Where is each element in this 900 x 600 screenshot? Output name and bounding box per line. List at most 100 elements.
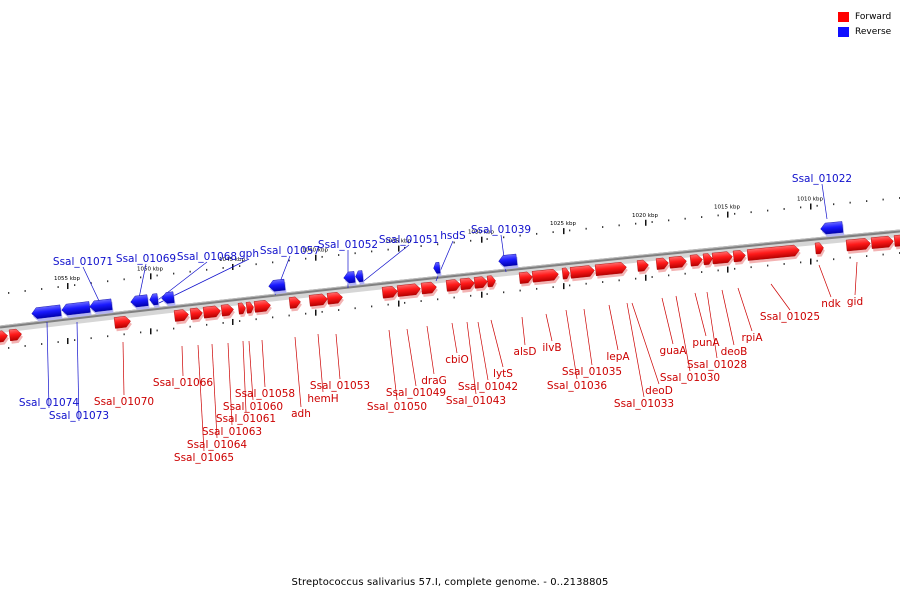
gene-forward-3 [113, 316, 132, 332]
gene-leader-line [261, 339, 266, 388]
gene-forward-37 [893, 234, 900, 250]
major-tick-top [563, 228, 565, 235]
gene-forward-2-arrow [8, 328, 22, 342]
major-tick-bottom [315, 309, 317, 316]
gene-reverse-9 [355, 270, 365, 285]
minor-tick-top [222, 267, 224, 269]
gene-forward-27 [655, 257, 670, 273]
minor-tick-top [503, 236, 505, 239]
gene-forward-33 [746, 244, 801, 264]
gene-forward-24 [569, 265, 596, 282]
minor-tick-bottom [107, 335, 109, 338]
minor-tick-top [41, 288, 43, 290]
minor-tick-bottom [8, 347, 10, 349]
tick-label: 1025 kbp [550, 221, 576, 227]
minor-tick-top [882, 198, 884, 201]
gene-reverse-8 [343, 271, 357, 286]
gene-leader-line [46, 321, 50, 409]
gene-label: Ssal_01063 [202, 426, 262, 438]
minor-tick-top [8, 292, 10, 294]
gene-label: punA [692, 337, 720, 349]
gene-reverse-9-arrow [355, 270, 364, 283]
gene-leader-line [294, 336, 302, 408]
minor-tick-bottom [767, 264, 769, 267]
minor-tick-bottom [668, 274, 670, 277]
minor-tick-bottom [371, 305, 373, 308]
gene-label: guaA [660, 345, 688, 357]
gene-label: ndk [821, 298, 841, 310]
minor-tick-top [453, 241, 455, 244]
major-tick-bottom [727, 266, 729, 273]
minor-tick-top [750, 211, 752, 214]
minor-tick-bottom [486, 293, 488, 295]
gene-label: hsdS [440, 230, 466, 242]
minor-tick-top [255, 263, 257, 266]
minor-tick-top [783, 208, 785, 210]
gene-leader-line [406, 328, 417, 387]
gene-forward-18 [459, 277, 476, 293]
genome-caption: Streptococcus salivarius 57.I, complete … [291, 577, 609, 588]
tick-label: 1050 kbp [137, 266, 163, 272]
gene-leader-line [821, 183, 828, 220]
minor-tick-top [486, 238, 488, 240]
gene-forward-34 [814, 242, 825, 257]
gene-forward-30-arrow [702, 253, 713, 266]
gene-leader-line [490, 319, 504, 368]
minor-tick-bottom [701, 271, 703, 273]
minor-tick-top [602, 226, 604, 228]
gene-reverse-5 [149, 293, 160, 308]
gene-label: Ssal_01036 [547, 380, 607, 392]
gene-leader-line [608, 304, 619, 351]
gene-forward-20 [486, 275, 497, 290]
gene-label: Ssal_01065 [174, 452, 234, 464]
gene-label: Ssal_01039 [471, 224, 531, 236]
gene-leader-line [248, 340, 254, 401]
gene-forward-28-arrow [668, 255, 687, 269]
major-tick-bottom [481, 291, 483, 298]
minor-tick-bottom [750, 266, 752, 269]
minor-tick-top [156, 274, 158, 277]
minor-tick-bottom [651, 276, 653, 278]
gene-forward-22 [531, 268, 560, 286]
genome-backbone [0, 229, 900, 329]
gene-forward-12-arrow [308, 293, 328, 307]
gene-label: Ssal_01061 [216, 413, 276, 425]
gene-reverse-1-arrow [31, 304, 62, 319]
minor-tick-bottom [684, 272, 686, 275]
minor-tick-top [585, 227, 587, 230]
minor-tick-top [569, 229, 571, 232]
gene-leader-line [317, 333, 324, 393]
gene-reverse-11-arrow [498, 253, 518, 267]
gene-reverse-5-arrow [149, 293, 159, 306]
backbone-highlight [0, 229, 900, 327]
minor-tick-bottom [338, 309, 340, 311]
minor-tick-top [338, 254, 340, 256]
gene-leader-line [675, 295, 691, 372]
gene-forward-31 [711, 251, 734, 267]
minor-tick-top [173, 272, 175, 275]
minor-tick-top [123, 278, 125, 281]
minor-tick-top [470, 239, 472, 242]
minor-tick-top [635, 222, 637, 225]
gene-label: alsD [514, 346, 537, 358]
gene-forward-23 [561, 267, 571, 283]
gene-label: Ssal_01030 [660, 372, 720, 384]
gene-forward-34-arrow [814, 242, 824, 255]
gene-reverse-8-arrow [343, 271, 356, 284]
gene-forward-8-arrow [237, 302, 246, 315]
gene-leader-line [82, 266, 101, 304]
minor-tick-top [354, 252, 356, 255]
gene-label: Ssal_01025 [760, 311, 820, 323]
gene-forward-14 [381, 286, 399, 302]
minor-tick-top [767, 209, 769, 212]
gene-forward-7 [220, 304, 235, 319]
gene-reverse-3 [89, 298, 114, 315]
gene-forward-12 [308, 293, 329, 310]
major-tick-top [315, 254, 317, 261]
minor-tick-bottom [635, 277, 637, 280]
gene-label: Ssal_01033 [614, 398, 674, 410]
gene-reverse-2 [61, 301, 92, 318]
gene-forward-11-arrow [288, 296, 301, 309]
minor-tick-bottom [354, 307, 356, 310]
gene-forward-14-arrow [381, 286, 398, 299]
